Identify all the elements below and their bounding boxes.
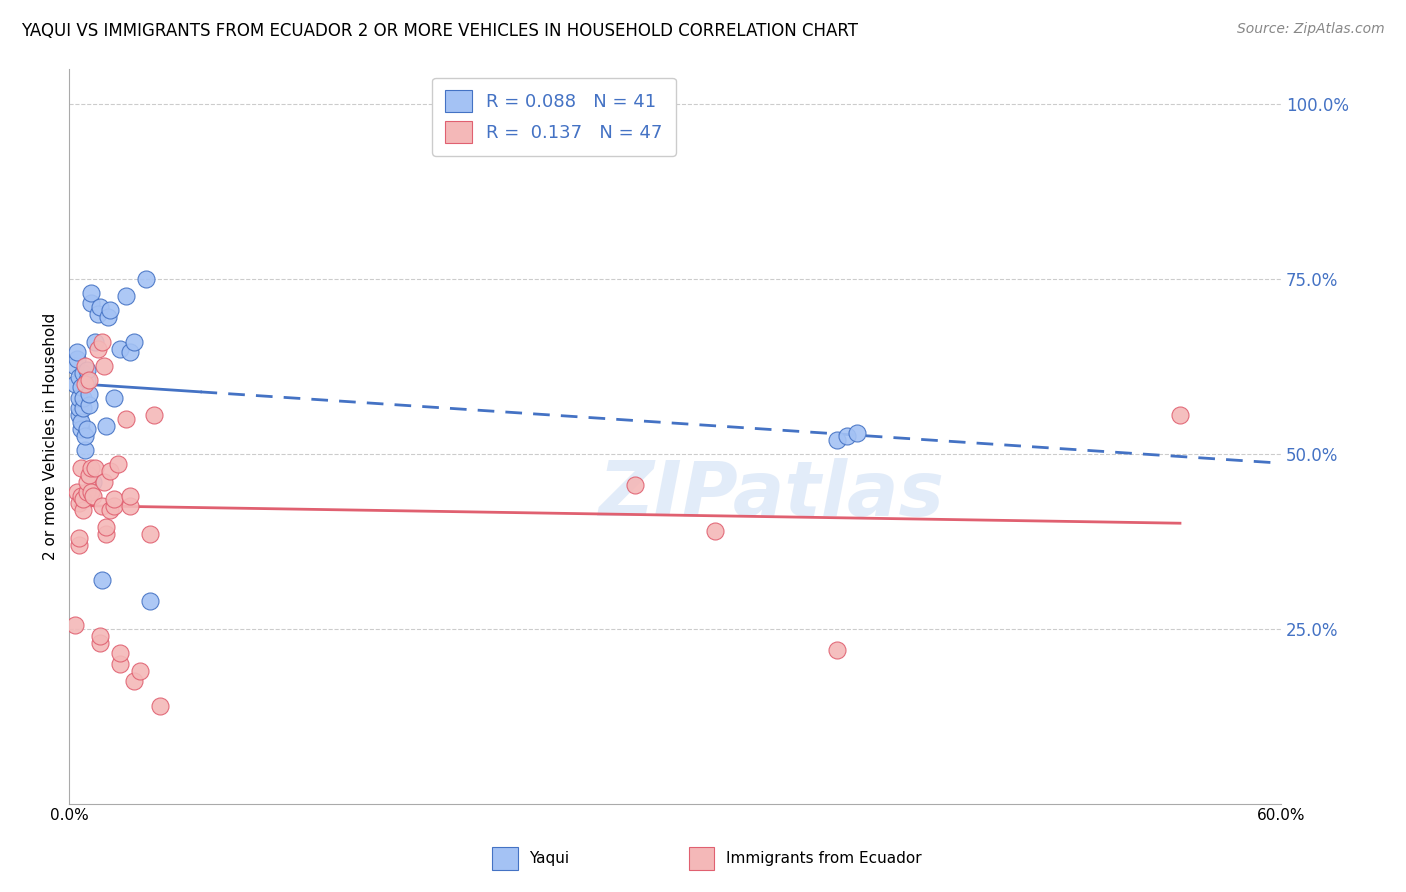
Point	[70, 422, 93, 436]
Point	[80, 485, 103, 500]
Point	[79, 467, 101, 482]
Point	[118, 345, 141, 359]
Point	[70, 380, 93, 394]
Point	[86, 342, 108, 356]
Point	[75, 359, 97, 373]
Point	[80, 296, 103, 310]
Point	[79, 387, 101, 401]
Point	[139, 593, 162, 607]
Point	[79, 398, 101, 412]
Point	[67, 495, 90, 509]
Point	[129, 664, 152, 678]
Point	[67, 531, 90, 545]
Point	[72, 492, 94, 507]
Point	[72, 366, 94, 380]
Point	[76, 422, 98, 436]
Point	[118, 489, 141, 503]
Point	[118, 499, 141, 513]
Point	[86, 307, 108, 321]
Point	[67, 369, 90, 384]
Point	[66, 345, 89, 359]
Point	[114, 289, 136, 303]
Point	[135, 271, 157, 285]
Point	[65, 376, 87, 391]
Point	[79, 373, 101, 387]
Point	[623, 478, 645, 492]
Point	[103, 499, 125, 513]
Text: Source: ZipAtlas.com: Source: ZipAtlas.com	[1237, 22, 1385, 37]
Point	[89, 300, 111, 314]
Point	[825, 433, 848, 447]
Point	[108, 646, 131, 660]
Point	[70, 415, 93, 429]
Point	[67, 408, 90, 422]
Point	[76, 475, 98, 489]
Point	[122, 334, 145, 349]
Point	[67, 538, 90, 552]
Point	[75, 429, 97, 443]
Point	[76, 373, 98, 387]
Text: ZIPatlas: ZIPatlas	[599, 458, 945, 532]
Point	[93, 359, 115, 373]
Point	[90, 573, 112, 587]
Point	[114, 411, 136, 425]
Point	[108, 342, 131, 356]
Point	[65, 618, 87, 632]
Point	[80, 285, 103, 300]
Point	[82, 475, 104, 489]
Point	[67, 391, 90, 405]
Point	[90, 499, 112, 513]
Point	[103, 391, 125, 405]
Point	[75, 443, 97, 458]
Point	[149, 698, 172, 713]
Point	[65, 359, 87, 373]
Text: Yaqui: Yaqui	[529, 851, 569, 866]
Point	[70, 460, 93, 475]
Point	[89, 635, 111, 649]
Point	[98, 464, 121, 478]
Point	[835, 429, 858, 443]
Point	[89, 629, 111, 643]
Point	[704, 524, 727, 538]
Text: YAQUI VS IMMIGRANTS FROM ECUADOR 2 OR MORE VEHICLES IN HOUSEHOLD CORRELATION CHA: YAQUI VS IMMIGRANTS FROM ECUADOR 2 OR MO…	[21, 22, 858, 40]
Point	[75, 376, 97, 391]
Y-axis label: 2 or more Vehicles in Household: 2 or more Vehicles in Household	[44, 312, 58, 559]
Point	[70, 489, 93, 503]
Legend: R = 0.088   N = 41, R =  0.137   N = 47: R = 0.088 N = 41, R = 0.137 N = 47	[432, 78, 675, 156]
Point	[107, 457, 129, 471]
Point	[72, 401, 94, 415]
Point	[97, 310, 120, 324]
Point	[108, 657, 131, 671]
Point	[122, 674, 145, 689]
Point	[98, 303, 121, 318]
Point	[94, 527, 117, 541]
Point	[143, 408, 166, 422]
Point	[825, 642, 848, 657]
Point	[66, 352, 89, 367]
Point	[98, 502, 121, 516]
Point	[82, 489, 104, 503]
Point	[139, 527, 162, 541]
Point	[76, 362, 98, 376]
Point	[66, 485, 89, 500]
Point	[94, 418, 117, 433]
Point	[80, 460, 103, 475]
Point	[84, 334, 107, 349]
Point	[93, 475, 115, 489]
Point	[1168, 408, 1191, 422]
Point	[90, 334, 112, 349]
Point	[84, 460, 107, 475]
Point	[72, 502, 94, 516]
Point	[103, 492, 125, 507]
Point	[72, 391, 94, 405]
Point	[76, 485, 98, 500]
Point	[845, 425, 868, 440]
Text: Immigrants from Ecuador: Immigrants from Ecuador	[725, 851, 921, 866]
Point	[94, 520, 117, 534]
Point	[67, 401, 90, 415]
